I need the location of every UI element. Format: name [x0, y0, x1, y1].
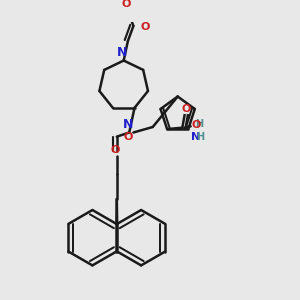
Text: N: N — [123, 118, 133, 131]
Text: H: H — [195, 119, 203, 129]
Text: O: O — [182, 104, 191, 114]
Text: O: O — [124, 132, 133, 142]
Text: O: O — [122, 0, 131, 9]
Text: N: N — [191, 132, 200, 142]
Text: O: O — [191, 121, 201, 130]
Text: N: N — [117, 46, 128, 59]
Text: H: H — [196, 132, 204, 142]
Text: O: O — [111, 145, 120, 155]
Text: O: O — [140, 22, 150, 32]
